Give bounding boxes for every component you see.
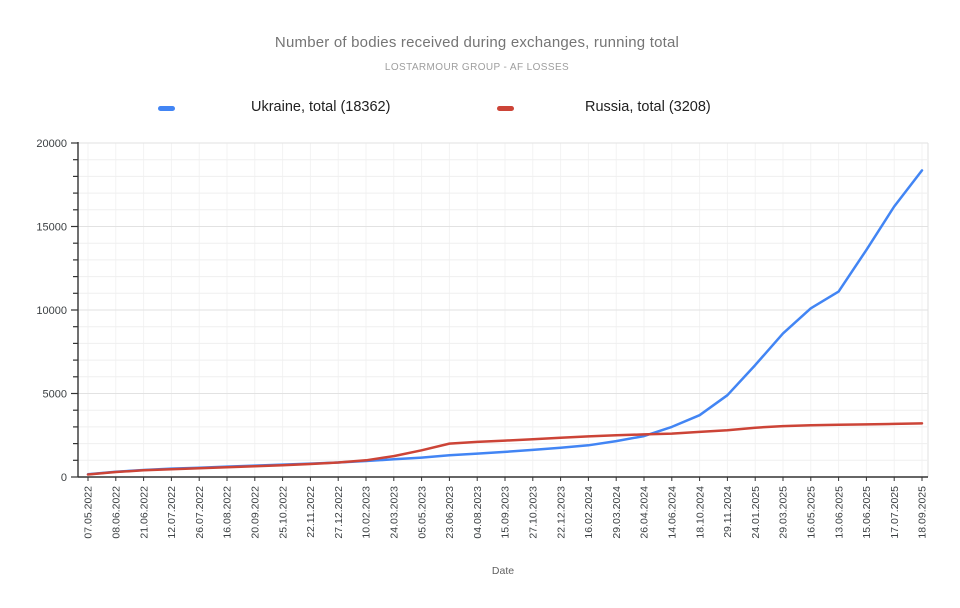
legend-marker-russia [497,106,514,111]
x-axis-tick-label: 26.07.2022 [194,486,206,539]
y-axis-tick-label: 0 [61,472,67,484]
y-axis-tick-label: 15000 [36,221,67,233]
x-axis-tick-label: 24.01.2025 [750,486,762,539]
x-axis-tick-label: 22.11.2022 [305,486,317,538]
x-axis-tick-label: 24.03.2023 [388,486,400,539]
chart-title: Number of bodies received during exchang… [274,34,680,51]
x-axis-tick-label: 20.09.2022 [249,486,261,539]
x-axis-tick-label: 15.09.2023 [500,486,512,539]
y-axis-tick-label: 5000 [43,388,67,400]
x-axis-tick-label: 15.06.2025 [861,486,873,539]
x-axis-tick-label: 29.03.2024 [611,486,623,539]
x-axis-tick-label: 16.08.2022 [222,486,234,539]
x-axis-tick-label: 10.02.2023 [361,486,373,539]
chart-subtitle: LOSTARMOUR GROUP - AF LOSSES [384,62,570,73]
series-line-russia [86,422,924,476]
x-axis-tick-label: 23.06.2023 [444,486,456,539]
x-axis-tick-label: 27.12.2022 [333,486,345,539]
x-axis-tick-label: 18.10.2024 [694,486,706,539]
x-axis-tick-label: 04.08.2023 [472,486,484,539]
x-axis-tick-label: 16.02.2024 [583,486,595,539]
x-axis-tick-label: 18.09.2025 [917,486,929,539]
x-axis-tick-label: 21.06.2022 [138,486,150,539]
x-axis-tick-label: 26.04.2024 [639,486,651,539]
x-axis-tick-label: 29.03.2025 [778,486,790,539]
y-axis-tick-label: 10000 [36,305,67,317]
x-axis-tick-label: 25.10.2022 [277,486,289,539]
x-axis-tick-label: 13.06.2025 [833,486,845,539]
legend-label-russia: Russia, total (3208) [585,99,711,115]
x-axis-tick-label: 17.07.2025 [889,486,901,539]
x-axis-tick-label: 14.06.2024 [666,486,678,539]
x-axis-tick-label: 27.10.2023 [527,486,539,539]
x-axis-title: Date [491,565,515,577]
x-axis-tick-label: 16.05.2025 [805,486,817,539]
x-axis-tick-label: 08.06.2022 [110,486,122,539]
legend-label-ukraine: Ukraine, total (18362) [251,99,391,115]
legend-marker-ukraine [158,106,175,111]
x-axis-tick-label: 22.12.2023 [555,486,567,539]
x-axis-tick-label: 12.07.2022 [166,486,178,539]
x-axis-tick-label: 07.05.2022 [83,486,95,539]
x-axis-tick-label: 05.05.2023 [416,486,428,539]
y-axis-tick-label: 20000 [36,138,67,150]
x-axis-tick-label: 29.11.2024 [722,486,734,538]
